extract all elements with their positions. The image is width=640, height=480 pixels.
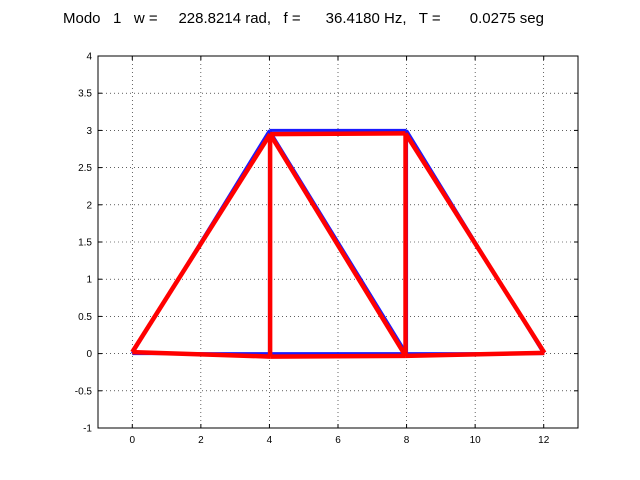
y-tick-label: -0.5 [75, 386, 93, 397]
x-tick-label: 10 [470, 435, 482, 446]
y-tick-label: 0 [86, 349, 92, 360]
x-tick-label: 6 [335, 435, 341, 446]
x-tick-label: 4 [267, 435, 273, 446]
y-tick-label: 2 [86, 200, 92, 211]
deformed-member-line [405, 350, 545, 359]
series-layer [130, 128, 547, 359]
y-tick-label: 3.5 [78, 89, 92, 100]
deformed-member-line [130, 132, 273, 354]
deformed-member-line [132, 349, 271, 359]
plot-area: 0 2 4 6 8 10 12 -1 -0.5 0 0.5 1 1.5 2 2.5 3 3.5 4 [75, 52, 579, 446]
deformed-member-line [270, 353, 406, 359]
y-tick-label: 1 [86, 275, 92, 286]
x-tick-label: 0 [130, 435, 136, 446]
y-tick-label: 3 [86, 126, 92, 137]
ticks: 0 2 4 6 8 10 12 -1 -0.5 0 0.5 1 1.5 2 2.5 3 3.5 4 [75, 52, 578, 446]
y-tick-label: -1 [83, 424, 92, 435]
mode-shape-series [130, 131, 547, 359]
y-tick-label: 4 [86, 52, 92, 63]
y-tick-label: 0.5 [78, 312, 92, 323]
x-tick-label: 8 [404, 435, 410, 446]
deformed-member-line [268, 132, 408, 358]
deformed-member-line [270, 131, 406, 137]
deformed-member-line [403, 132, 547, 355]
chart-title: Modo 1 w = 228.8214 rad, f = 36.4180 Hz,… [63, 10, 544, 27]
y-tick-label: 2.5 [78, 163, 92, 174]
x-tick-label: 2 [198, 435, 204, 446]
x-tick-label: 12 [538, 435, 550, 446]
y-tick-label: 1.5 [78, 238, 92, 249]
